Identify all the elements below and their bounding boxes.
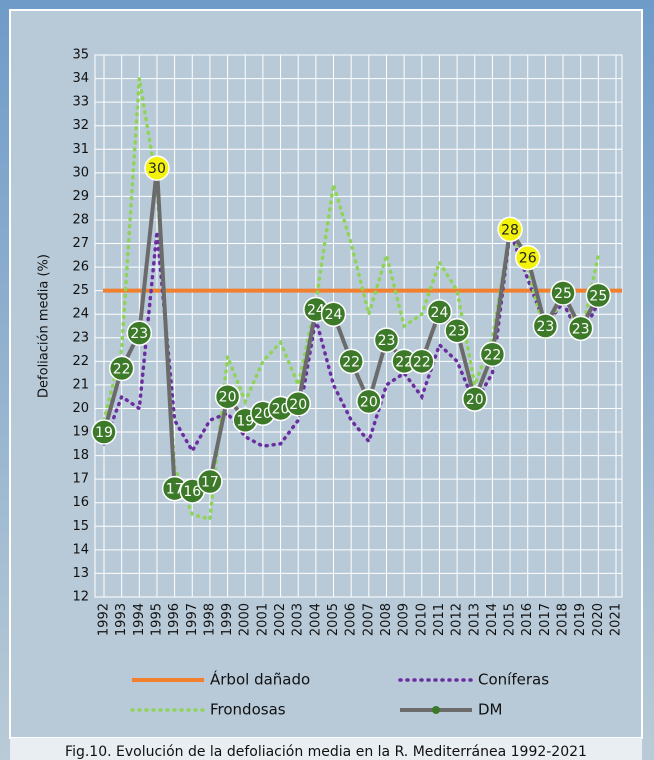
y-axis-label: Defoliación media (%) — [37, 254, 52, 398]
data-label: 25 — [589, 288, 607, 304]
x-tick-label: 1995 — [149, 603, 164, 636]
data-label: 24 — [325, 307, 343, 323]
x-tick-label: 1992 — [97, 603, 112, 636]
data-label: 17 — [201, 475, 219, 491]
y-tick-label: 26 — [72, 260, 89, 275]
y-tick-label: 23 — [72, 330, 89, 345]
x-tick-label: 1997 — [185, 603, 200, 636]
chart: Fig.10. Evolución de la defoliación medi… — [0, 0, 654, 760]
y-tick-label: 19 — [72, 425, 89, 440]
y-tick-label: 32 — [72, 118, 89, 133]
data-label: 24 — [431, 305, 449, 321]
data-label: 22 — [113, 361, 131, 377]
data-label: 23 — [448, 324, 466, 340]
x-tick-label: 2020 — [591, 603, 606, 636]
data-label: 23 — [536, 319, 554, 335]
x-tick-label: 2004 — [308, 603, 323, 636]
y-tick-label: 16 — [72, 495, 89, 510]
y-tick-label: 13 — [72, 566, 89, 581]
y-tick-label: 24 — [72, 307, 89, 322]
legend-marker — [432, 706, 440, 714]
y-tick-label: 21 — [72, 377, 89, 392]
data-label: 20 — [219, 390, 237, 406]
data-label: 22 — [483, 347, 501, 363]
data-label: 30 — [148, 161, 166, 177]
y-tick-label: 33 — [72, 95, 89, 110]
x-tick-label: 2005 — [326, 603, 341, 636]
y-tick-label: 18 — [72, 448, 89, 463]
data-label: 28 — [501, 222, 519, 238]
x-tick-label: 1993 — [114, 603, 129, 636]
y-tick-label: 25 — [72, 283, 89, 298]
x-tick-label: 2008 — [379, 603, 394, 636]
x-tick-label: 1996 — [167, 603, 182, 636]
x-tick-label: 2003 — [291, 603, 306, 636]
y-tick-label: 15 — [72, 519, 89, 534]
caption: Fig.10. Evolución de la defoliación medi… — [65, 744, 587, 760]
y-tick-label: 28 — [72, 212, 89, 227]
x-tick-label: 2011 — [432, 603, 447, 636]
legend-label: Coníferas — [478, 671, 549, 689]
y-tick-label: 34 — [72, 71, 89, 86]
x-tick-label: 2017 — [538, 603, 553, 636]
y-tick-label: 14 — [72, 542, 89, 557]
x-tick-label: 2009 — [397, 603, 412, 636]
x-tick-label: 2016 — [520, 603, 535, 636]
x-tick-label: 2018 — [556, 603, 571, 636]
data-label: 22 — [342, 354, 360, 370]
legend-label: Árbol dañado — [210, 670, 310, 689]
y-tick-label: 31 — [72, 142, 89, 157]
x-tick-label: 2014 — [485, 603, 500, 636]
data-label: 20 — [360, 394, 378, 410]
y-tick-label: 29 — [72, 189, 89, 204]
data-label: 25 — [554, 286, 572, 302]
x-tick-label: 2013 — [467, 603, 482, 636]
data-label: 26 — [519, 251, 537, 267]
y-tick-label: 30 — [72, 165, 89, 180]
data-label: 23 — [130, 326, 148, 342]
x-tick-label: 2010 — [414, 603, 429, 636]
legend-label: DM — [478, 701, 503, 719]
legend-label: Frondosas — [210, 701, 286, 719]
x-tick-label: 2001 — [255, 603, 270, 636]
data-label: 19 — [95, 425, 113, 441]
data-label: 20 — [289, 397, 307, 413]
x-tick-label: 2006 — [344, 603, 359, 636]
data-label: 23 — [572, 321, 590, 337]
x-tick-label: 1999 — [220, 603, 235, 636]
y-tick-label: 35 — [72, 48, 89, 63]
y-tick-label: 20 — [72, 401, 89, 416]
x-tick-label: 2021 — [609, 603, 624, 636]
x-tick-label: 2012 — [450, 603, 465, 636]
x-tick-label: 2002 — [273, 603, 288, 636]
x-tick-label: 1994 — [132, 603, 147, 636]
y-tick-label: 27 — [72, 236, 89, 251]
x-tick-label: 2015 — [503, 603, 518, 636]
x-tick-label: 2019 — [573, 603, 588, 636]
x-tick-label: 1998 — [202, 603, 217, 636]
data-label: 23 — [378, 333, 396, 349]
y-tick-label: 17 — [72, 472, 89, 487]
x-tick-label: 2000 — [238, 603, 253, 636]
data-label: 20 — [466, 392, 484, 408]
y-tick-label: 12 — [72, 590, 89, 605]
data-label: 22 — [413, 354, 431, 370]
y-tick-label: 22 — [72, 354, 89, 369]
x-tick-label: 2007 — [361, 603, 376, 636]
